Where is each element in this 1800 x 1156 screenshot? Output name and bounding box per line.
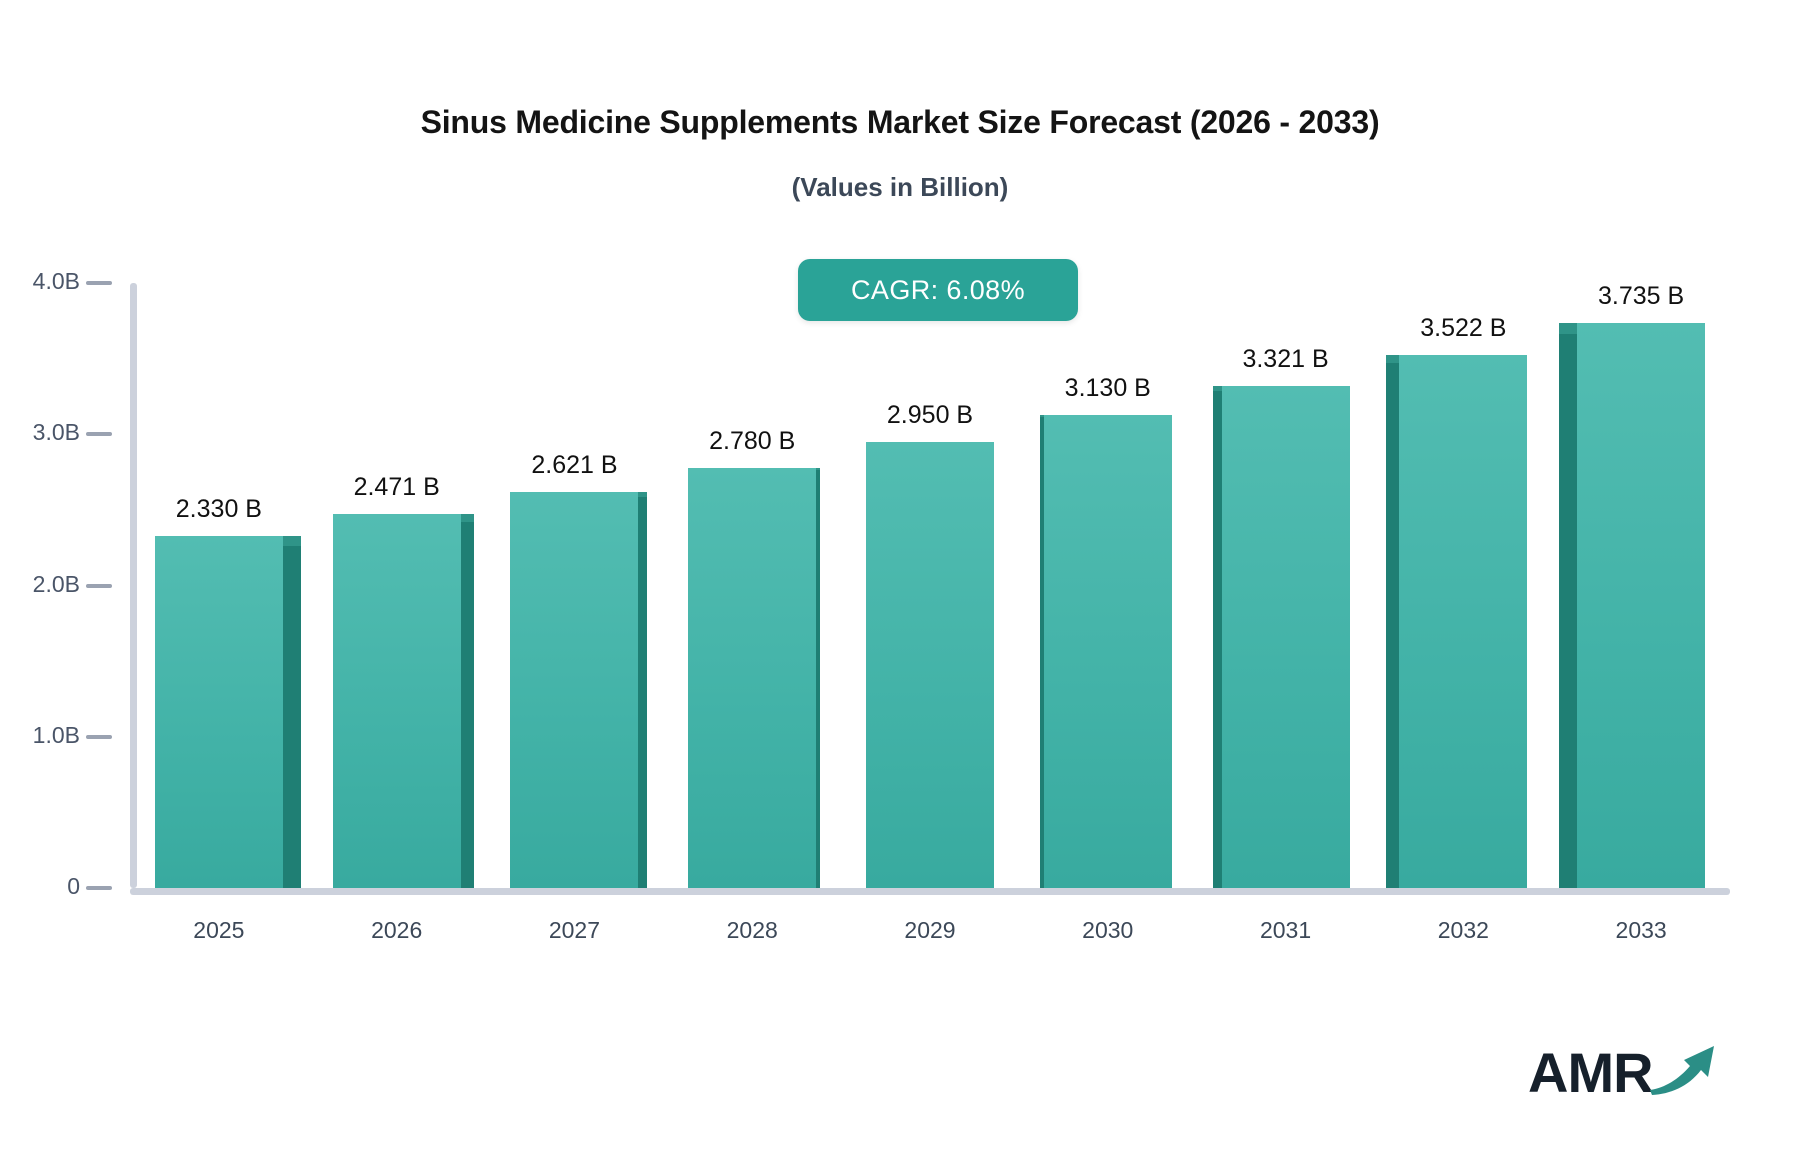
bar-top-bevel	[1212, 385, 1223, 392]
y-axis-spine	[130, 283, 137, 888]
bar-value-label: 2.950 B	[886, 400, 974, 429]
bar-top-bevel	[637, 491, 648, 497]
bar-side-face	[1385, 363, 1401, 888]
x-axis-tick-label: 2031	[1259, 917, 1312, 943]
bar-top-bevel	[1558, 323, 1579, 334]
y-axis-tick-label: 0	[67, 873, 80, 899]
y-axis-tick-label: 3.0B	[32, 419, 80, 446]
y-axis-tick-label: 2.0B	[32, 570, 80, 597]
bar: 2.471 B	[332, 473, 475, 888]
bar-front-face	[154, 535, 283, 888]
y-axis-labels: 0 1.0B 2.0B 3.0B 4.0B	[0, 268, 80, 899]
y-axis-tick	[86, 281, 112, 285]
bar-side-face	[281, 546, 302, 888]
bar-front-face	[1577, 323, 1706, 888]
x-axis-tick-label: 2026	[371, 917, 423, 943]
trend-up-arrow-icon	[1650, 1046, 1714, 1095]
bar-front-face	[1043, 414, 1172, 888]
bar-side-face	[1039, 417, 1045, 888]
y-axis-tick	[86, 886, 112, 890]
y-axis-tick	[86, 734, 112, 739]
x-axis-baseline	[130, 888, 1730, 895]
y-axis-tick	[86, 432, 112, 437]
y-axis-tick-label: 1.0B	[32, 721, 80, 748]
bar-top-bevel	[1039, 414, 1045, 418]
cagr-badge: CAGR: 6.08%	[798, 259, 1078, 321]
bar-front-face	[510, 491, 639, 888]
bar-value-label: 2.780 B	[709, 426, 796, 455]
x-axis-tick-label: 2033	[1615, 917, 1667, 943]
bar-value-label: 3.321 B	[1242, 344, 1329, 373]
amr-logo: AMR	[1528, 1032, 1728, 1112]
bar-value-label: 3.735 B	[1598, 282, 1685, 311]
chart-subtitle: (Values in Billion)	[791, 172, 1009, 202]
bar-value-label: 3.522 B	[1420, 314, 1507, 343]
bar: 2.621 B	[510, 451, 648, 888]
bar-front-face	[866, 441, 994, 888]
bar-front-face	[332, 514, 461, 888]
bar: 3.321 B	[1212, 345, 1350, 888]
bar-side-face	[459, 522, 475, 888]
bar-front-face	[1221, 385, 1350, 888]
x-axis-tick-label: 2030	[1082, 917, 1134, 943]
bar-value-label: 2.621 B	[531, 450, 618, 479]
bar-top-bevel	[281, 535, 302, 547]
bar: 2.330 B	[154, 495, 302, 888]
bar-top-bevel	[459, 514, 475, 523]
x-axis-tick-label: 2025	[193, 917, 245, 943]
plot-area: 0 1.0B 2.0B 3.0B 4.0B 2.330 B 2.471 B 2.621 B 2…	[33, 268, 1730, 943]
y-axis-tick	[86, 583, 112, 588]
bar: 3.735 B	[1558, 282, 1706, 888]
bar: 2.950 B	[866, 401, 994, 888]
bar: 3.130 B	[1039, 374, 1172, 888]
x-axis-tick-label: 2032	[1437, 917, 1489, 943]
chart-title: Sinus Medicine Supplements Market Size F…	[420, 104, 1380, 140]
x-axis-tick-label: 2028	[726, 917, 778, 943]
x-axis-tick-label: 2029	[904, 917, 956, 943]
bar-side-face	[1212, 391, 1223, 888]
bar-side-face	[815, 470, 821, 888]
bar: 2.780 B	[688, 427, 821, 888]
bar-top-bevel	[1385, 355, 1401, 364]
bar-side-face	[1558, 333, 1579, 888]
bar-front-face	[1399, 355, 1528, 888]
y-axis-tick-label: 4.0B	[32, 268, 80, 294]
x-axis-tick-label: 2027	[548, 917, 601, 943]
bar-value-label: 2.330 B	[175, 494, 262, 523]
bar-front-face	[688, 467, 817, 888]
bar-value-label: 3.130 B	[1064, 373, 1151, 402]
bar-top-bevel	[815, 467, 821, 471]
bar: 3.522 B	[1385, 314, 1528, 888]
bar-value-label: 2.471 B	[353, 473, 440, 502]
amr-logo-text: AMR	[1528, 1041, 1654, 1104]
bar-side-face	[637, 496, 648, 888]
